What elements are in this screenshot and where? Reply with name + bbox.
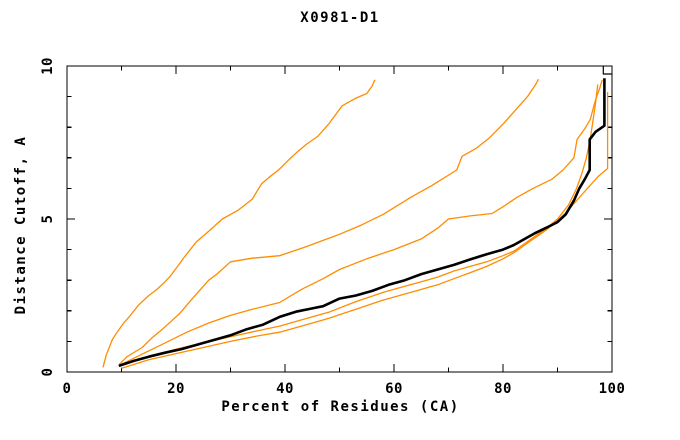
x-axis-title: Percent of Residues (CA) [221,399,460,415]
axis-ticks [66,65,613,373]
series-black-corner-step [602,66,612,75]
series-orange-model-4 [120,84,599,367]
y-tick-label-0: 0 [40,367,56,377]
series-orange-model-3 [119,79,603,366]
chart-title: X0981-D1 [300,10,380,26]
y-tick-label-5: 5 [40,214,56,224]
series-black-model-main [118,78,606,368]
series-orange-model-5 [121,92,609,369]
x-tick-label-40: 40 [276,381,294,397]
x-tick-label-60: 60 [385,381,403,397]
x-tick-label-80: 80 [494,381,512,397]
x-tick-label-20: 20 [167,381,185,397]
y-tick-label-10: 10 [40,57,56,75]
x-tick-label-100: 100 [598,381,626,397]
y-axis-title-text: Distance Cutoff, A [13,135,29,315]
plot-frame [66,65,613,373]
series-orange-model-2 [118,78,539,365]
x-tick-label-0: 0 [62,381,72,397]
series-orange-model-1 [102,79,376,368]
